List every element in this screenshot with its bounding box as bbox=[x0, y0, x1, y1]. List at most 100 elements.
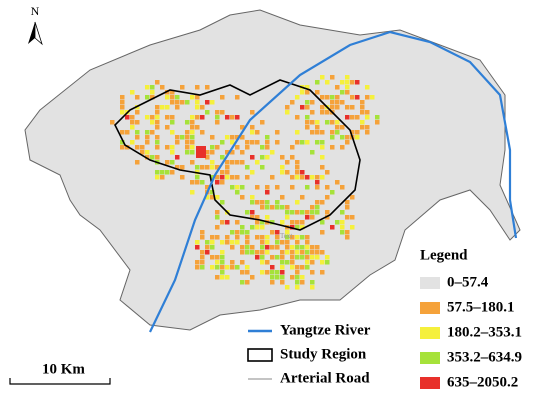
grid-cell bbox=[195, 100, 200, 105]
grid-cell bbox=[340, 185, 345, 190]
grid-cell bbox=[325, 110, 330, 115]
legend-label: 57.5–180.1 bbox=[447, 299, 515, 315]
grid-cell bbox=[270, 230, 275, 235]
grid-cell bbox=[150, 90, 155, 95]
grid-cell bbox=[305, 185, 310, 190]
legend-swatch bbox=[420, 277, 440, 289]
grid-cell bbox=[240, 150, 245, 155]
grid-cell bbox=[155, 120, 160, 125]
grid-cell bbox=[265, 205, 270, 210]
grid-cell bbox=[315, 255, 320, 260]
grid-cell bbox=[135, 160, 140, 165]
grid-cell bbox=[270, 270, 275, 275]
grid-cell bbox=[300, 255, 305, 260]
grid-cell bbox=[250, 275, 255, 280]
grid-cell bbox=[290, 275, 295, 280]
grid-cell bbox=[305, 235, 310, 240]
grid-cell bbox=[135, 120, 140, 125]
grid-cell bbox=[305, 240, 310, 245]
grid-cell bbox=[225, 160, 230, 165]
grid-cell bbox=[190, 125, 195, 130]
grid-cell bbox=[270, 265, 275, 270]
grid-cell bbox=[155, 115, 160, 120]
grid-cell bbox=[200, 115, 205, 120]
grid-cell bbox=[120, 105, 125, 110]
grid-cell bbox=[335, 95, 340, 100]
grid-cell bbox=[195, 125, 200, 130]
grid-cell bbox=[345, 80, 350, 85]
grid-cell bbox=[190, 190, 195, 195]
grid-cell bbox=[255, 225, 260, 230]
grid-cell bbox=[160, 105, 165, 110]
grid-cell bbox=[340, 90, 345, 95]
grid-cell bbox=[280, 220, 285, 225]
grid-cell bbox=[195, 175, 200, 180]
grid-cell bbox=[225, 265, 230, 270]
grid-cell bbox=[260, 240, 265, 245]
grid-cell bbox=[330, 100, 335, 105]
grid-cell bbox=[305, 90, 310, 95]
grid-cell bbox=[355, 130, 360, 135]
grid-cell bbox=[340, 145, 345, 150]
grid-cell bbox=[265, 135, 270, 140]
grid-cell bbox=[280, 260, 285, 265]
grid-cell bbox=[160, 175, 165, 180]
grid-cell bbox=[250, 245, 255, 250]
grid-cell bbox=[335, 105, 340, 110]
grid-cell bbox=[265, 200, 270, 205]
feature-label: Study Region bbox=[280, 346, 367, 362]
scale-label: 10 Km bbox=[42, 361, 85, 377]
grid-cell bbox=[155, 155, 160, 160]
grid-cell bbox=[195, 245, 200, 250]
grid-cell bbox=[235, 235, 240, 240]
grid-cell bbox=[300, 225, 305, 230]
grid-cell bbox=[205, 110, 210, 115]
grid-cell bbox=[265, 270, 270, 275]
study-region-outline bbox=[114, 79, 361, 231]
grid-cell bbox=[220, 170, 225, 175]
grid-cell bbox=[270, 275, 275, 280]
grid-cell bbox=[280, 270, 285, 275]
grid-cell bbox=[305, 175, 310, 180]
grid-cell bbox=[270, 150, 275, 155]
grid-cell bbox=[120, 140, 125, 145]
grid-cell bbox=[230, 135, 235, 140]
grid-cell bbox=[305, 215, 310, 220]
grid-cell bbox=[215, 165, 220, 170]
grid-cell bbox=[345, 90, 350, 95]
legend-label: 635–2050.2 bbox=[447, 374, 518, 390]
grid-cell bbox=[225, 135, 230, 140]
grid-cell bbox=[315, 175, 320, 180]
legend: 0–57.4 57.5–180.1 180.2–353.1 353.2–634.9 63… bbox=[420, 274, 522, 390]
feature-label: Arterial Road bbox=[280, 370, 370, 386]
grid-cell bbox=[135, 135, 140, 140]
grid-cell bbox=[190, 145, 195, 150]
grid-cell bbox=[145, 85, 150, 90]
grid-cell bbox=[305, 140, 310, 145]
grid-cell bbox=[245, 265, 250, 270]
grid-cell bbox=[240, 195, 245, 200]
grid-cell bbox=[295, 130, 300, 135]
region-area bbox=[24, 9, 521, 331]
grid-cell bbox=[200, 265, 205, 270]
grid-cell bbox=[190, 160, 195, 165]
grid-cell bbox=[360, 125, 365, 130]
grid-cell bbox=[295, 240, 300, 245]
grid-cell bbox=[325, 260, 330, 265]
grid-cell bbox=[330, 225, 335, 230]
grid-cell bbox=[305, 250, 310, 255]
grid-cell bbox=[335, 125, 340, 130]
grid-cell bbox=[305, 125, 310, 130]
grid-cell bbox=[280, 250, 285, 255]
grid-cell bbox=[290, 260, 295, 265]
grid-cell bbox=[145, 130, 150, 135]
grid-cell bbox=[275, 200, 280, 205]
legend-label: 0–57.4 bbox=[447, 274, 489, 290]
grid-cell bbox=[215, 215, 220, 220]
grid-cell bbox=[135, 110, 140, 115]
grid-cell bbox=[310, 130, 315, 135]
grid-cell bbox=[190, 120, 195, 125]
grid-cell bbox=[190, 135, 195, 140]
grid-cell bbox=[310, 255, 315, 260]
